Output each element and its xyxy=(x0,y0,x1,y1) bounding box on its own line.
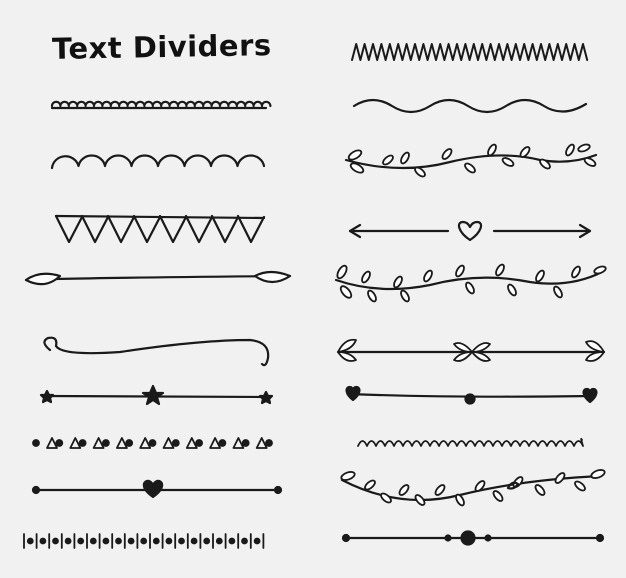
heart-line-divider xyxy=(31,479,283,499)
dot-bar-pattern-divider xyxy=(23,533,265,549)
curly-swash-divider xyxy=(43,336,270,367)
zigzag-divider xyxy=(351,43,589,61)
leaf-garland-divider xyxy=(334,263,607,303)
heart-dot-line-divider xyxy=(345,385,598,405)
dot-triangle-pattern-divider xyxy=(32,437,273,449)
wave-divider xyxy=(352,98,588,114)
star-line-divider xyxy=(39,384,274,406)
leaf-arrow-divider xyxy=(24,270,292,286)
scallop-large-divider xyxy=(50,154,266,170)
heart-arrow-divider xyxy=(348,220,592,242)
small-wave-divider xyxy=(357,437,584,447)
dotted-center-line-divider xyxy=(341,530,605,546)
vine-leaf-divider xyxy=(344,143,598,178)
leaf-bow-divider xyxy=(336,338,606,362)
triangle-bunting-divider xyxy=(54,214,266,244)
scallop-small-divider xyxy=(50,100,272,110)
leaf-swag-divider xyxy=(340,469,606,507)
